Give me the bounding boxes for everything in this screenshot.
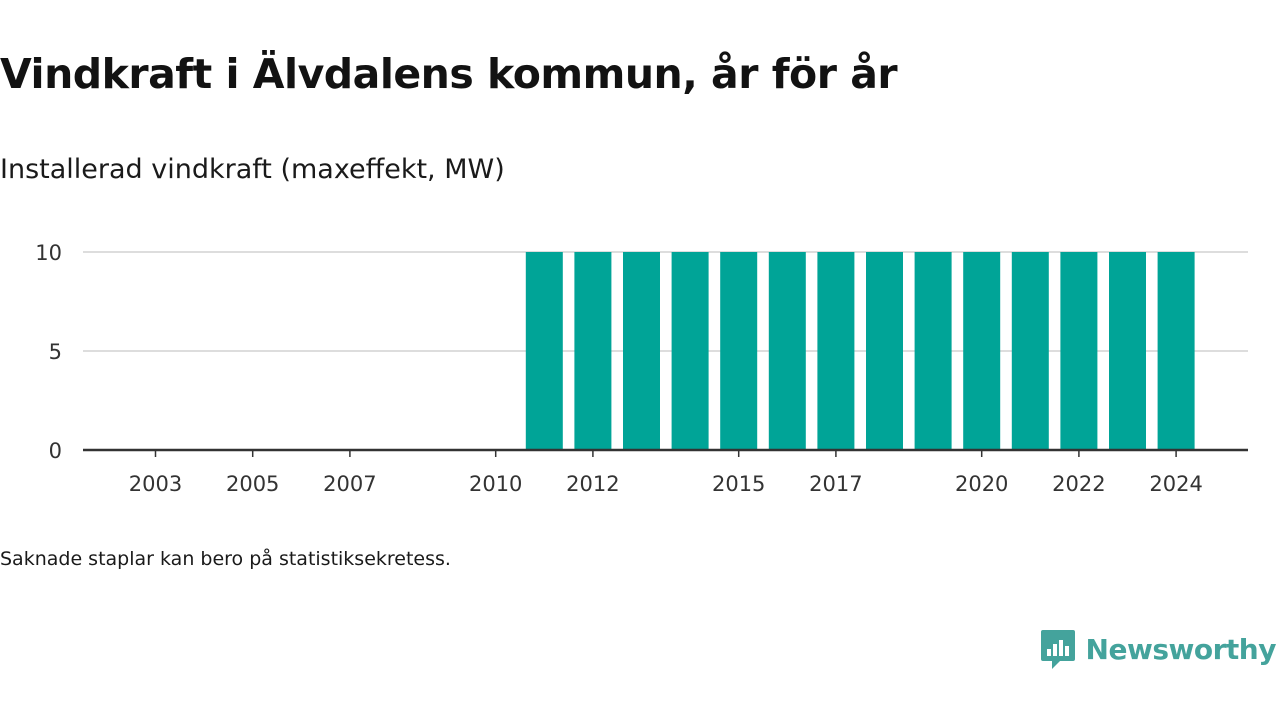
- gridlines: [83, 251, 1248, 352]
- bar-2019: [914, 252, 952, 450]
- newsworthy-chat-bars-icon: [1040, 630, 1075, 669]
- bar-2021: [1011, 252, 1049, 450]
- bar-2013: [623, 252, 660, 450]
- bar-2023: [1109, 252, 1146, 450]
- bar-2014: [671, 252, 709, 450]
- x-tick-label: 2007: [323, 472, 376, 496]
- x-tick-label: 2024: [1149, 472, 1202, 496]
- x-tick-label: 2015: [712, 472, 765, 496]
- bar-2017: [817, 252, 855, 450]
- chart-title: Vindkraft i Älvdalens kommun, år för år: [0, 50, 898, 98]
- bar-2022: [1060, 252, 1098, 450]
- bar-2011: [525, 252, 563, 450]
- bar-2012: [574, 252, 612, 450]
- x-tick-label: 2012: [566, 472, 619, 496]
- x-tick-label: 2005: [226, 472, 279, 496]
- bar-chart: 0 5 10 2003 2005 2007 2010 2012 2015 2017 2020 2022…: [35, 241, 1248, 496]
- bar-2016: [768, 252, 806, 450]
- y-tick-label: 0: [49, 439, 62, 463]
- bar-2020: [963, 252, 1001, 450]
- x-tick-label: 2022: [1052, 472, 1105, 496]
- bars: [525, 252, 1195, 450]
- y-tick-label: 10: [35, 241, 62, 265]
- x-tick-label: 2017: [809, 472, 862, 496]
- bar-2015: [720, 252, 758, 450]
- bar-2024: [1157, 252, 1195, 450]
- footnote: Saknade staplar kan bero på statistiksek…: [0, 548, 451, 570]
- chart-subtitle: Installerad vindkraft (maxeffekt, MW): [0, 154, 505, 185]
- x-tick-label: 2003: [129, 472, 182, 496]
- bar-2018: [866, 252, 903, 450]
- x-tick-label: 2010: [469, 472, 522, 496]
- y-tick-label: 5: [49, 340, 62, 364]
- x-tick-label: 2020: [955, 472, 1008, 496]
- newsworthy-logo: Newsworthy: [1040, 628, 1277, 670]
- logo-text: Newsworthy: [1085, 632, 1277, 666]
- axes: 0 5 10 2003 2005 2007 2010 2012 2015 2017 2020 2022…: [35, 241, 1248, 496]
